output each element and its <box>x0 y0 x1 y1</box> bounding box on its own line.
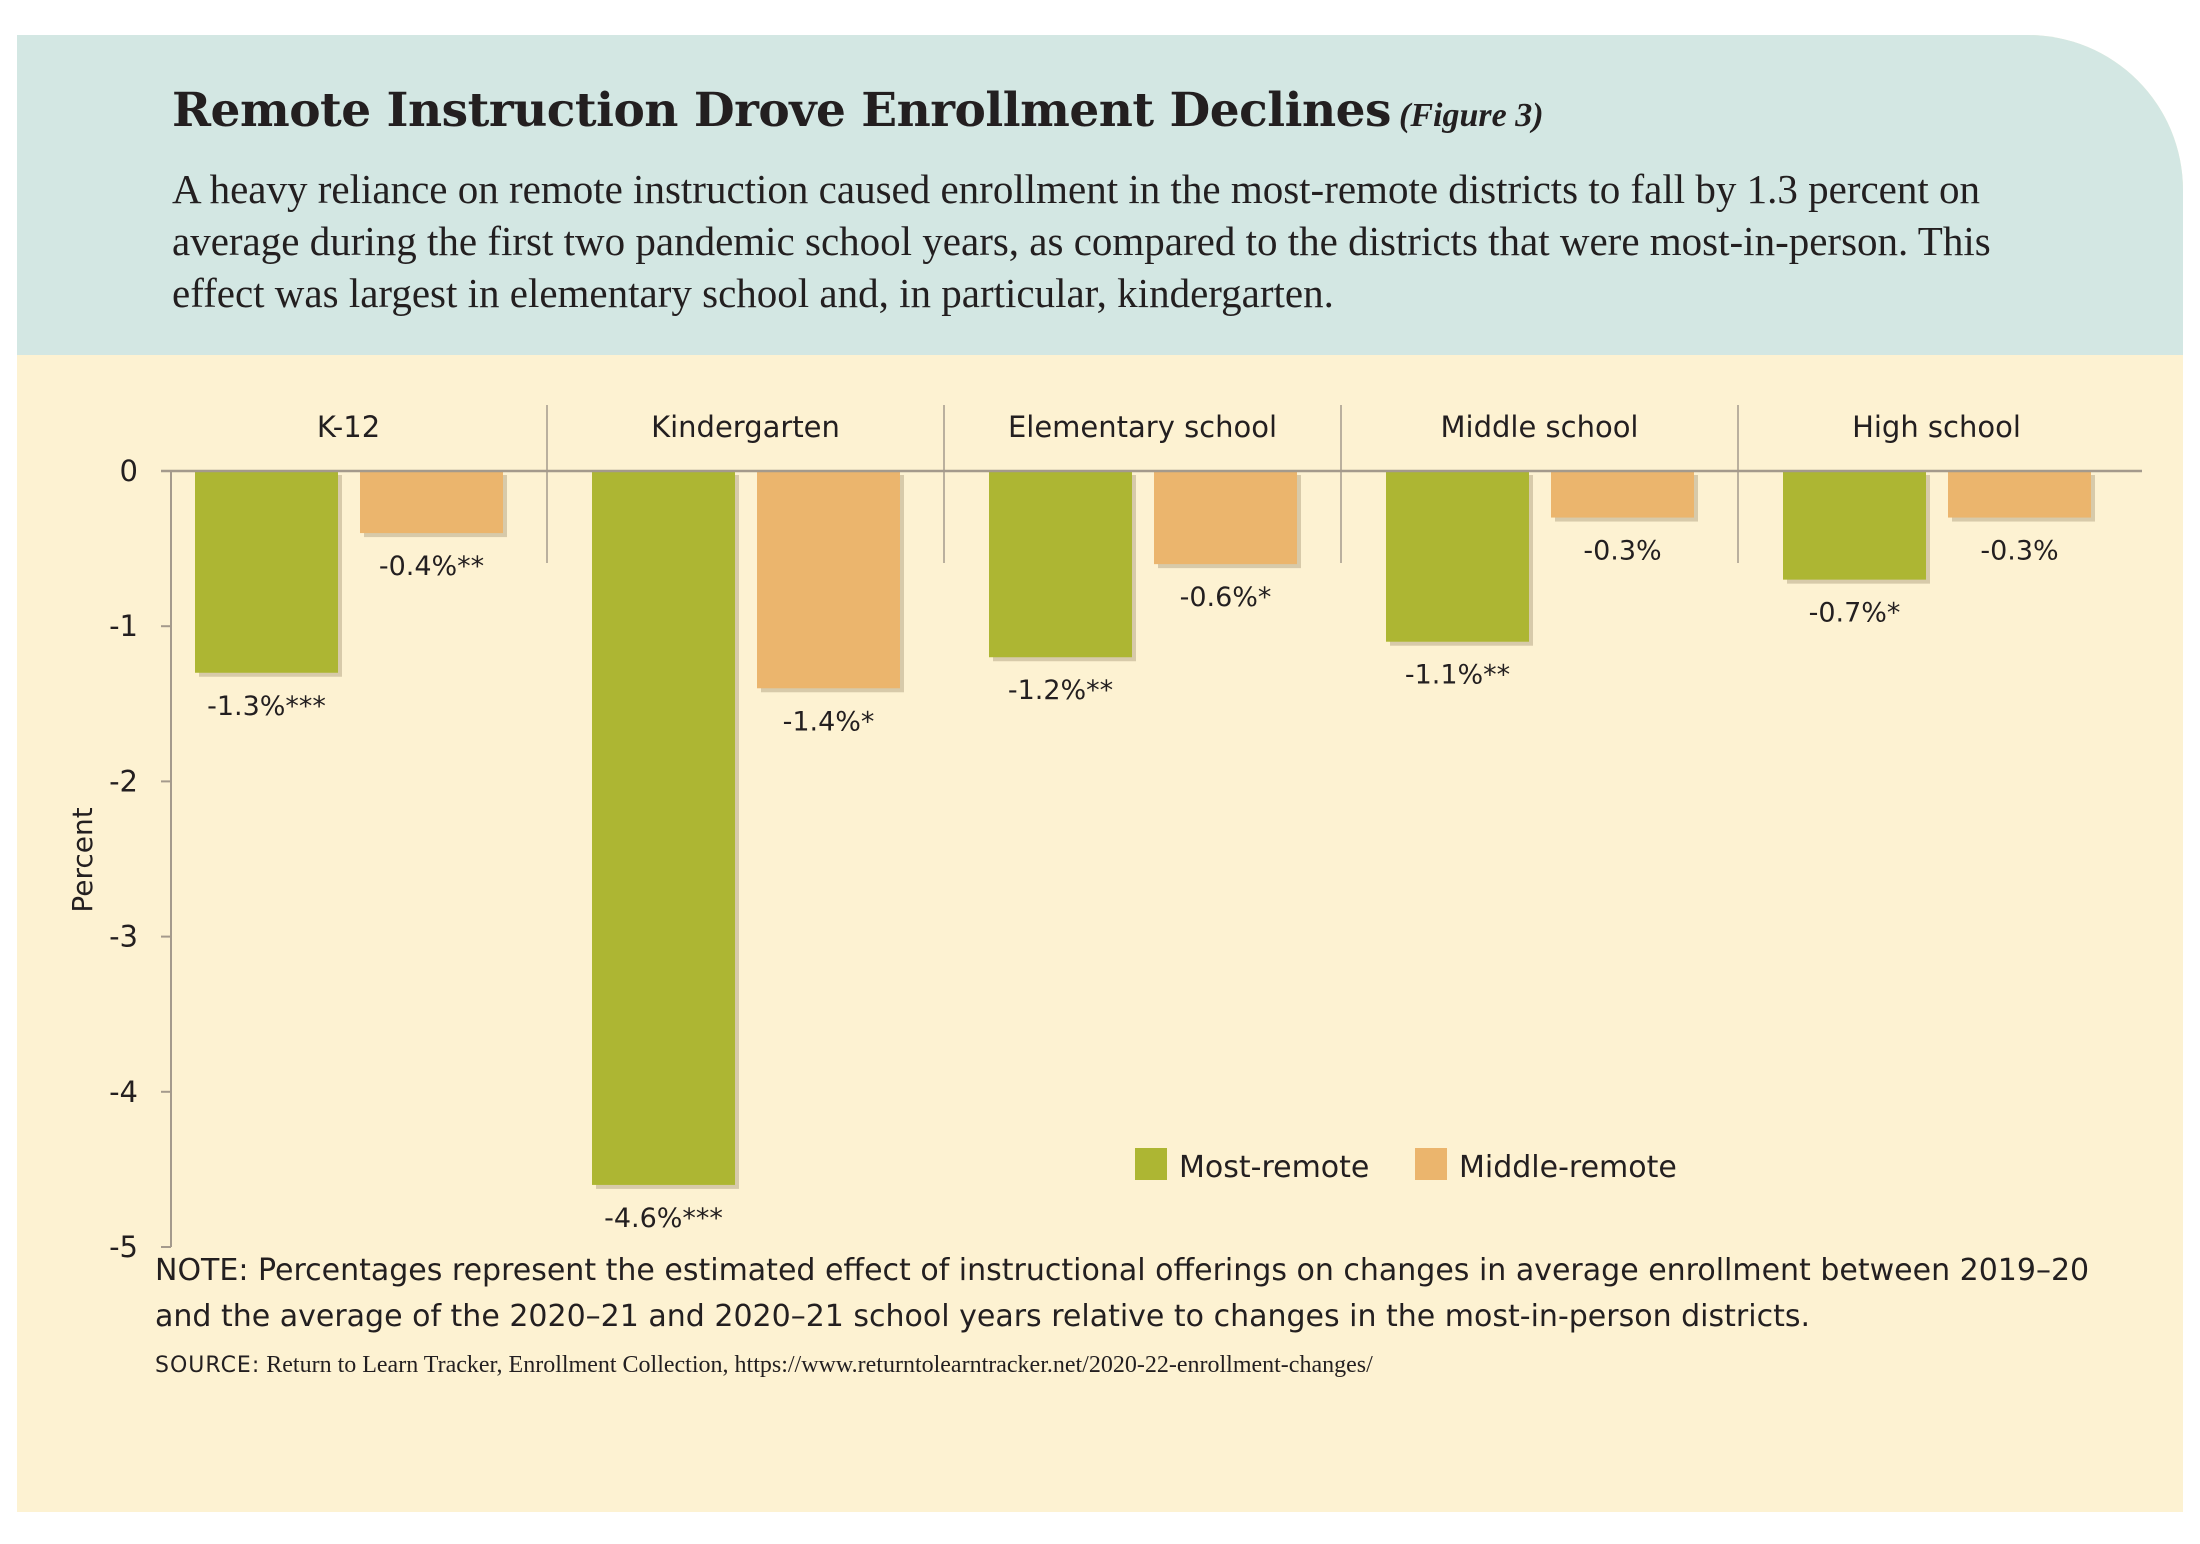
panel-label: Middle school <box>1441 410 1639 444</box>
title-row: Remote Instruction Drove Enrollment Decl… <box>172 83 1544 138</box>
y-tick-label: -5 <box>109 1230 138 1264</box>
y-tick-label: -1 <box>109 609 138 643</box>
y-tick-label: -3 <box>109 920 138 954</box>
data-label: -1.3%*** <box>207 691 326 722</box>
chart-source: SOURCE: Return to Learn Tracker, Enrollm… <box>155 1352 2145 1379</box>
bar-middle-remote <box>1551 471 1694 518</box>
legend-swatch <box>1135 1148 1167 1180</box>
panel-label: Elementary school <box>1008 410 1277 444</box>
data-label: -0.3% <box>1980 536 2058 567</box>
bar-most-remote <box>1783 471 1926 580</box>
header-band: Remote Instruction Drove Enrollment Decl… <box>17 35 2183 355</box>
chart-title: Remote Instruction Drove Enrollment Decl… <box>172 83 1392 138</box>
panel-label: High school <box>1852 410 2021 444</box>
chart-subtitle: A heavy reliance on remote instruction c… <box>172 166 1991 316</box>
legend-label: Most-remote <box>1179 1150 1369 1185</box>
y-axis-title: Percent <box>66 807 99 912</box>
bar-most-remote <box>195 471 338 673</box>
data-label: -0.3% <box>1583 536 1661 567</box>
data-label: -4.6%*** <box>604 1203 723 1234</box>
bar-middle-remote <box>1948 471 2091 518</box>
legend-swatch <box>1415 1148 1447 1180</box>
bar-most-remote <box>989 471 1132 658</box>
data-label: -0.4%** <box>379 551 484 582</box>
figure-tag: (Figure 3) <box>1399 97 1544 134</box>
y-tick-label: -4 <box>109 1075 138 1109</box>
source-label: SOURCE: <box>155 1353 261 1378</box>
bar-middle-remote <box>1154 471 1297 565</box>
y-tick-label: 0 <box>120 454 138 488</box>
data-label: -0.6%* <box>1180 582 1272 613</box>
panel-label: K-12 <box>317 410 380 444</box>
source-text: Return to Learn Tracker, Enrollment Coll… <box>266 1352 1373 1378</box>
bar-middle-remote <box>360 471 503 534</box>
bar-most-remote <box>592 471 735 1185</box>
data-label: -1.4%* <box>783 706 875 737</box>
y-tick-label: -2 <box>109 764 138 798</box>
bar-middle-remote <box>757 471 900 689</box>
data-label: -1.2%** <box>1008 675 1113 706</box>
bar-most-remote <box>1386 471 1529 642</box>
data-label: -1.1%** <box>1405 660 1510 691</box>
figure-card: Remote Instruction Drove Enrollment Decl… <box>17 35 2183 1512</box>
panel-label: Kindergarten <box>651 410 840 444</box>
legend-label: Middle-remote <box>1459 1150 1677 1185</box>
chart-note: NOTE: Percentages represent the estimate… <box>155 1253 2090 1334</box>
data-label: -0.7%* <box>1809 598 1901 629</box>
